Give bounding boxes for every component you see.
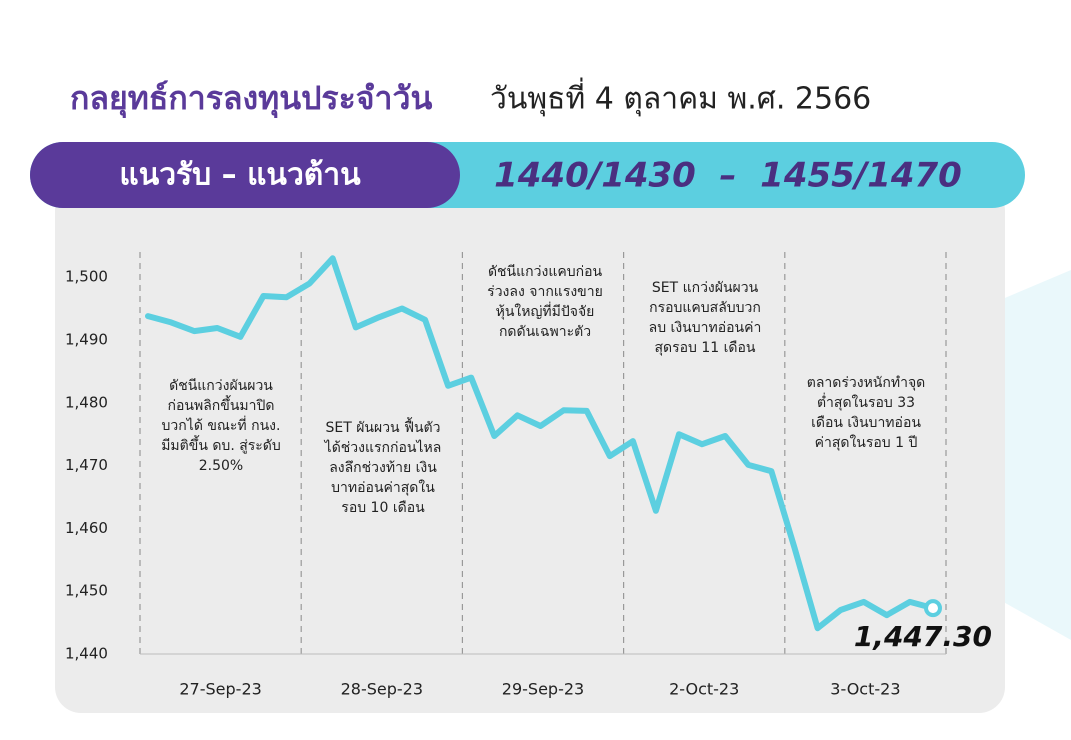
end-label: 1,447.30 [854, 620, 992, 653]
x-tick-label: 27-Sep-23 [179, 680, 261, 699]
y-tick-label: 1,480 [65, 393, 108, 411]
annotation: เดือน เงินบาทอ่อน [811, 415, 921, 431]
annotation: ลบ เงินบาทอ่อนค่า [649, 320, 762, 336]
annotation: ต่ำสุดในรอบ 33 [817, 393, 915, 411]
y-tick-label: 1,470 [65, 456, 108, 474]
annotation: สุดรอบ 11 เดือน [654, 340, 755, 356]
x-tick-label: 3-Oct-23 [830, 680, 900, 699]
x-tick-label: 28-Sep-23 [341, 680, 423, 699]
annotation: บวกได้ ขณะที่ กนง. [162, 416, 281, 434]
y-tick-label: 1,500 [65, 268, 108, 286]
annotation: กดดันเฉพาะตัว [499, 324, 591, 340]
y-tick-label: 1,450 [65, 582, 108, 600]
banner-label: แนวรับ – แนวต้าน [119, 158, 361, 193]
annotation: ได้ช่วงแรกก่อนไหล [324, 439, 442, 456]
x-tick-label: 29-Sep-23 [502, 680, 584, 699]
annotation: หุ้นใหญ่ที่มีปัจจัย [496, 302, 595, 320]
annotation: ร่วงลง จากแรงขาย [487, 284, 603, 300]
chart-panel [55, 185, 1005, 713]
y-tick-label: 1,490 [65, 330, 108, 348]
annotation: ดัชนีแกว่งแคบก่อน [488, 264, 603, 280]
price-line [145, 255, 936, 632]
y-tick-label: 1,460 [65, 519, 108, 537]
banner-label-bg [30, 142, 460, 208]
annotation: ลงลึกช่วงท้าย เงิน [329, 460, 437, 476]
date: วันพุธที่ 4 ตุลาคม พ.ศ. 2566 [490, 78, 871, 118]
annotation: ดัชนีแกว่งผันผวน [169, 378, 273, 394]
annotation: 2.50% [199, 458, 243, 474]
annotation: SET แกว่งผันผวน [652, 280, 759, 296]
title: กลยุทธ์การลงทุนประจำวัน [70, 79, 432, 119]
background-shape [1000, 270, 1071, 640]
end-marker [924, 599, 942, 618]
annotation: ก่อนพลิกขึ้นมาปิด [168, 395, 275, 414]
annotation: ค่าสุดในรอบ 1 ปี [815, 434, 918, 451]
annotation: ตลาดร่วงหนักทำจุด [807, 375, 926, 391]
annotation: กรอบแคบสลับบวก [649, 300, 761, 316]
y-tick-label: 1,440 [65, 645, 108, 663]
banner-levels: 1440/1430 – 1455/1470 [494, 156, 962, 196]
annotation: รอบ 10 เดือน [341, 500, 425, 516]
annotation: SET ผันผวน ฟื้นตัว [325, 417, 440, 436]
x-tick-label: 2-Oct-23 [669, 680, 739, 699]
annotation: บาทอ่อนค่าสุดใน [331, 479, 435, 496]
annotation: มีมติขึ้น ดบ. สู่ระดับ [161, 435, 281, 454]
